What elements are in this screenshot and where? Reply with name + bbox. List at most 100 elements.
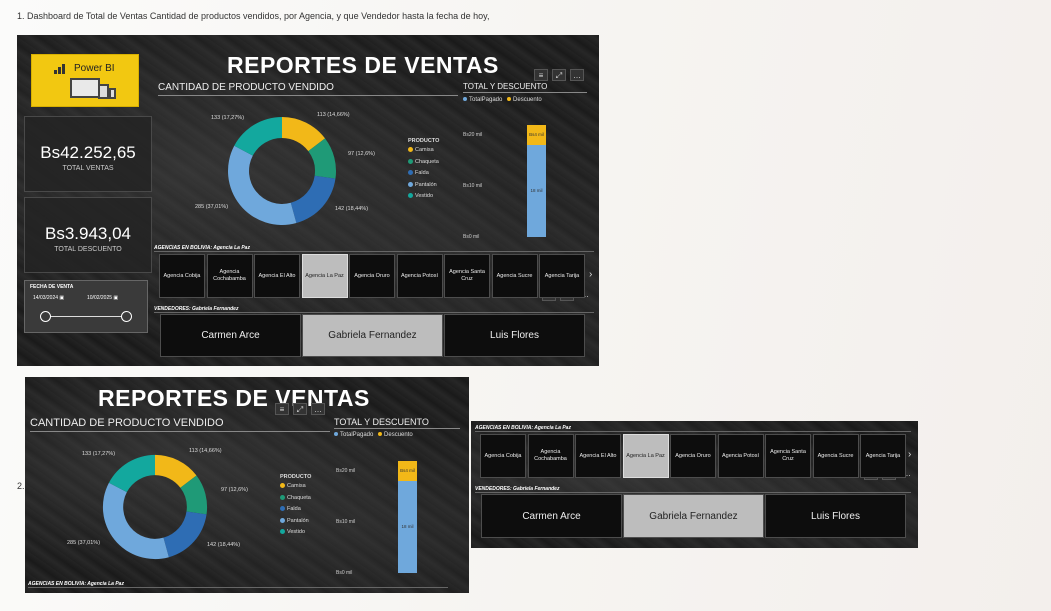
donut-slice-pantalón[interactable] <box>228 145 297 225</box>
legend-label: Falda <box>287 506 301 512</box>
donut-label-vestido: 133 (17,27%) <box>211 115 245 121</box>
seller-tile[interactable]: Carmen Arce <box>160 314 301 357</box>
donut-slice-camisa[interactable] <box>282 117 326 152</box>
legend-label: Falda <box>415 170 429 176</box>
dashboard-crop-slicers: AGENCIAS EN BOLIVIA: Agencia La Paz › ≡ … <box>471 421 918 548</box>
agency-tile[interactable]: Agencia El Alto <box>254 254 300 298</box>
legend-item-falda[interactable]: Falda <box>408 170 429 176</box>
focus-mode-icon[interactable]: ⤢ <box>552 69 566 81</box>
donut-title-underline <box>158 95 458 96</box>
legend-label: Camisa <box>415 147 434 153</box>
agency-tile[interactable]: Agencia Tarija <box>539 254 585 298</box>
donut-slice-camisa[interactable] <box>155 454 197 488</box>
agency-tile[interactable]: Agencia Oruro <box>670 434 716 478</box>
power-bi-icon <box>54 64 66 74</box>
donut-label-chaqueta: 97 (12,6%) <box>348 151 375 157</box>
seller-tile[interactable]: Gabriela Fernandez <box>302 314 443 357</box>
donut-slice-falda[interactable] <box>163 511 207 558</box>
legend-label: Camisa <box>287 483 306 489</box>
agencies-title: AGENCIAS EN BOLIVIA: Agencia La Paz <box>28 581 124 587</box>
y-tick-label: Bs0 mil <box>336 570 353 576</box>
legend-color-dot <box>280 483 285 489</box>
donut-slice-pantalón[interactable] <box>102 482 169 560</box>
kpi-total-descuento: Bs3.943,04 TOTAL DESCUENTO <box>24 197 152 273</box>
donut-title: CANTIDAD DE PRODUCTO VENDIDO <box>30 417 224 429</box>
dashboard-full: Power BI REPORTES DE VENTAS ≡ ⤢ … Bs42.2… <box>17 35 599 366</box>
donut-chart[interactable] <box>226 115 338 232</box>
legend-item-vestido[interactable]: Vestido <box>408 193 433 199</box>
agency-tile[interactable]: Agencia Tarija <box>860 434 906 478</box>
more-options-icon[interactable]: … <box>311 403 325 415</box>
donut-label-camisa: 113 (14,66%) <box>189 448 222 454</box>
legend-item-vestido[interactable]: Vestido <box>280 529 305 535</box>
donut-chart[interactable] <box>101 453 209 566</box>
y-tick-label: Bs10 mil <box>463 183 483 190</box>
agency-tile[interactable]: Agencia Cochabamba <box>206 254 253 298</box>
agencies-title: AGENCIAS EN BOLIVIA: Agencia La Paz <box>475 425 571 431</box>
start-date-input[interactable]: 14/03/2024 ▣ <box>33 295 65 301</box>
date-slicer[interactable]: FECHA DE VENTA 14/03/2024 ▣ 10/02/2025 ▣ <box>24 280 148 333</box>
agency-tile[interactable]: Agencia Cobija <box>159 254 205 298</box>
bar-title-underline <box>463 92 587 93</box>
agency-tile[interactable]: Agencia Oruro <box>349 254 395 298</box>
donut-legend-title: PRODUCTO <box>280 474 312 480</box>
devices-icon <box>70 78 116 100</box>
agency-tile[interactable]: Agencia El Alto <box>575 434 621 478</box>
legend-item-camisa[interactable]: Camisa <box>408 147 434 153</box>
more-options-icon[interactable]: … <box>581 290 589 299</box>
agency-tile[interactable]: Agencia Sucre <box>812 434 859 478</box>
legend-item-chaqueta[interactable]: Chaqueta <box>280 495 311 501</box>
legend-label: Vestido <box>287 529 306 535</box>
agencies-underline <box>475 431 911 432</box>
agency-tile[interactable]: Agencia Santa Cruz <box>765 434 811 478</box>
donut-slice-falda[interactable] <box>290 175 336 224</box>
focus-mode-icon[interactable]: ⤢ <box>293 403 307 415</box>
seller-tile[interactable]: Gabriela Fernandez <box>623 494 764 538</box>
legend-color-dot <box>408 181 413 187</box>
agency-tile[interactable]: Agencia Santa Cruz <box>444 254 490 298</box>
legend-label: Chaqueta <box>287 494 311 501</box>
donut-legend-title: PRODUCTO <box>408 138 440 144</box>
agency-tile[interactable]: Agencia Sucre <box>491 254 538 298</box>
chevron-right-icon[interactable]: › <box>589 269 593 280</box>
data-label-descuento: Bs4 mil <box>400 468 415 474</box>
dashboard-crop-chart: REPORTES DE VENTAS ≡ ⤢ … CANTIDAD DE PRO… <box>25 377 469 593</box>
date-slider-start-handle[interactable] <box>40 311 51 322</box>
date-slider-end-handle[interactable] <box>121 311 132 322</box>
donut-label-camisa: 113 (14,66%) <box>317 112 350 118</box>
more-options-icon[interactable]: … <box>570 69 584 81</box>
chevron-right-icon[interactable]: › <box>908 449 912 460</box>
filter-icon[interactable]: ≡ <box>534 69 548 81</box>
end-date-input[interactable]: 10/02/2025 ▣ <box>87 295 119 301</box>
bar-segment-totalpagado[interactable] <box>527 145 546 237</box>
legend-item-pantalón[interactable]: Pantalón <box>280 518 309 524</box>
donut-slice-chaqueta[interactable] <box>180 475 208 515</box>
filter-icon[interactable]: ≡ <box>275 403 289 415</box>
bar-segment-descuento[interactable] <box>527 125 546 146</box>
agency-tile[interactable]: Agencia La Paz <box>622 434 669 478</box>
legend-item-camisa[interactable]: Camisa <box>280 483 306 489</box>
sellers-underline <box>154 312 594 313</box>
bar-title-underline <box>334 428 460 429</box>
seller-tile[interactable]: Carmen Arce <box>481 494 622 538</box>
legend-item-falda[interactable]: Falda <box>280 506 301 512</box>
agency-tile[interactable]: Agencia Cobija <box>480 434 526 478</box>
agency-tile[interactable]: Agencia Potosí <box>396 254 443 298</box>
legend-item-pantalón[interactable]: Pantalón <box>408 182 437 188</box>
donut-slice-vestido[interactable] <box>108 454 155 493</box>
agency-tile[interactable]: Agencia Cochabamba <box>527 434 574 478</box>
agency-tile[interactable]: Agencia La Paz <box>301 254 348 298</box>
bar-segment-totalpagado[interactable] <box>398 481 417 573</box>
seller-tile[interactable]: Luis Flores <box>765 494 906 538</box>
seller-tile[interactable]: Luis Flores <box>444 314 585 357</box>
y-tick-label: Bs10 mil <box>336 519 356 526</box>
donut-slice-chaqueta[interactable] <box>308 138 336 179</box>
more-options-icon[interactable]: … <box>903 469 911 478</box>
agency-tile[interactable]: Agencia Potosí <box>717 434 764 478</box>
item-number: 2. <box>17 481 25 491</box>
donut-title-underline <box>30 431 330 432</box>
bar-segment-descuento[interactable] <box>398 461 417 482</box>
donut-slice-vestido[interactable] <box>234 117 282 156</box>
legend-item-chaqueta[interactable]: Chaqueta <box>408 159 439 165</box>
y-tick-label: Bs0 mil <box>463 234 480 240</box>
